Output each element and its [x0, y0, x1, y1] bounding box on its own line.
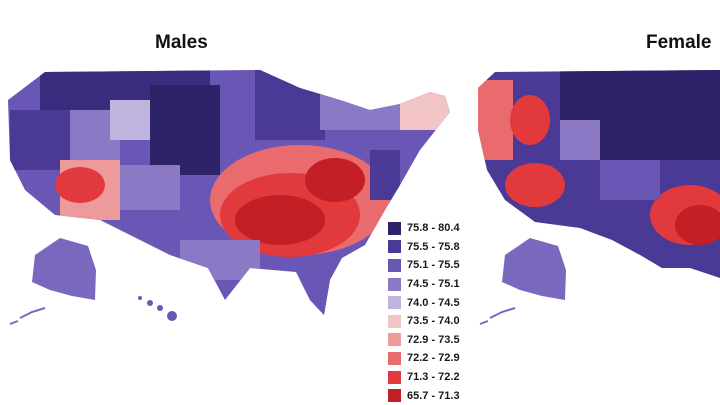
males-region-texas	[180, 240, 260, 280]
legend-label: 72.9 - 73.5	[407, 333, 460, 346]
legend-item: 74.0 - 74.5	[388, 293, 460, 312]
males-region-plains	[150, 85, 220, 175]
legend-swatch	[388, 351, 401, 365]
males-region-florida	[300, 280, 330, 315]
legend-swatch	[388, 389, 401, 403]
males-map-title: Males	[155, 32, 208, 53]
males-alaska	[32, 238, 96, 300]
females-alaska	[502, 238, 566, 300]
legend-item: 74.5 - 75.1	[388, 275, 460, 294]
legend-item: 75.8 - 80.4	[388, 219, 460, 238]
legend-item: 75.5 - 75.8	[388, 238, 460, 257]
legend-item: 71.3 - 72.2	[388, 368, 460, 387]
males-region-greatlakes	[320, 90, 410, 130]
legend-swatch	[388, 314, 401, 328]
legend-label: 75.5 - 75.8	[407, 240, 460, 253]
legend-label: 65.7 - 71.3	[407, 389, 460, 402]
legend-label: 74.0 - 74.5	[407, 296, 460, 309]
legend-swatch	[388, 240, 401, 254]
legend-label: 72.2 - 72.9	[407, 352, 460, 365]
legend-item: 75.1 - 75.5	[388, 256, 460, 275]
legend-item: 72.9 - 73.5	[388, 331, 460, 350]
males-region-appalachia	[305, 158, 365, 202]
legend-swatch	[388, 333, 401, 347]
males-region-desert	[120, 165, 180, 210]
females-region-pacific	[478, 80, 513, 160]
legend-swatch	[388, 258, 401, 272]
legend-label: 75.8 - 80.4	[407, 222, 460, 235]
legend-swatch	[388, 277, 401, 291]
females-region-nevada	[505, 163, 565, 207]
legend-item: 72.2 - 72.9	[388, 349, 460, 368]
males-hawaii	[138, 296, 177, 321]
males-region-delta	[235, 195, 325, 245]
females-region-mountain	[560, 120, 600, 160]
legend-label: 73.5 - 74.0	[407, 315, 460, 328]
legend-item: 65.7 - 71.3	[388, 386, 460, 405]
females-map-title: Female	[646, 32, 712, 53]
males-aleutians	[9, 307, 46, 325]
legend-item: 73.5 - 74.0	[388, 312, 460, 331]
males-region-mountain	[110, 100, 150, 140]
females-region-plains	[600, 160, 660, 200]
females-aleutians	[479, 307, 516, 325]
legend-label: 71.3 - 72.2	[407, 371, 460, 384]
males-region-nevada	[55, 167, 105, 203]
legend-swatch	[388, 296, 401, 310]
females-region-oregon	[510, 95, 550, 145]
males-region-virginia	[370, 150, 400, 200]
legend-label: 74.5 - 75.1	[407, 278, 460, 291]
females-region-deep-south	[675, 205, 720, 245]
males-region-midwest	[255, 70, 325, 140]
legend-label: 75.1 - 75.5	[407, 259, 460, 272]
males-region-northeast	[400, 90, 450, 130]
legend-swatch	[388, 221, 401, 235]
legend: 75.8 - 80.4 75.5 - 75.8 75.1 - 75.5 74.5 - …	[388, 219, 460, 405]
legend-swatch	[388, 370, 401, 384]
